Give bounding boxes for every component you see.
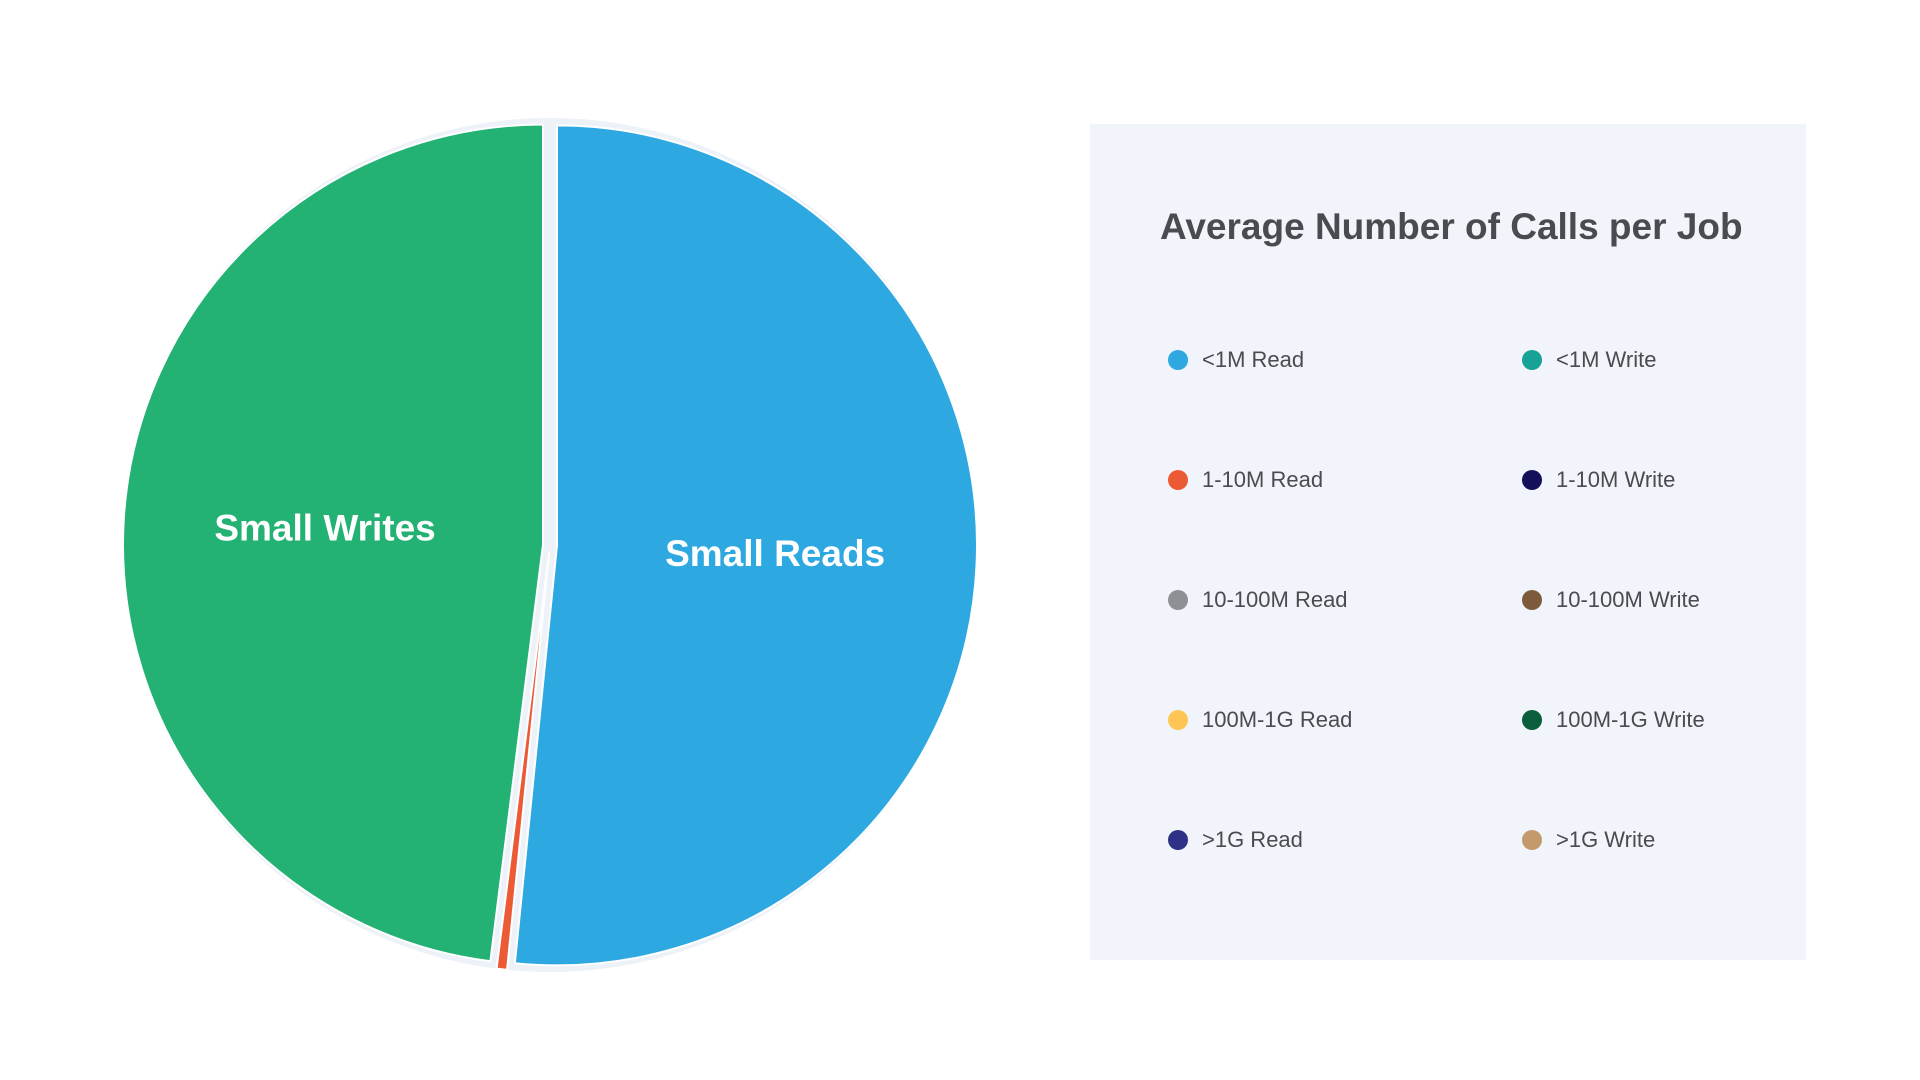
legend-dot-icon bbox=[1522, 710, 1542, 730]
legend-label: 10-100M Read bbox=[1202, 587, 1348, 612]
legend-item-4: 10-100M Read bbox=[1168, 585, 1348, 615]
legend-item-3: 1-10M Write bbox=[1522, 465, 1675, 495]
pie-slice-1 bbox=[495, 550, 551, 971]
pie-slice-5 bbox=[122, 123, 545, 963]
legend-dot-icon bbox=[1168, 710, 1188, 730]
legend-label: 10-100M Write bbox=[1556, 587, 1700, 612]
legend-label: 1-10M Write bbox=[1556, 467, 1676, 492]
legend-dot-icon bbox=[1168, 590, 1188, 610]
legend-item-7: 100M-1G Write bbox=[1522, 705, 1705, 735]
legend-dot-icon bbox=[1522, 590, 1542, 610]
legend-item-9: >1G Write bbox=[1522, 825, 1655, 855]
chart-title: Average Number of Calls per Job bbox=[1160, 206, 1743, 247]
legend-dot-icon bbox=[1168, 470, 1188, 490]
pie-chart-svg: Small Reads Small Writes bbox=[122, 118, 978, 972]
legend-label: >1G Read bbox=[1202, 827, 1303, 852]
legend-item-6: 100M-1G Read bbox=[1168, 705, 1352, 735]
legend-item-2: 1-10M Read bbox=[1168, 465, 1323, 495]
legend-item-8: >1G Read bbox=[1168, 825, 1303, 855]
legend-item-5: 10-100M Write bbox=[1522, 585, 1700, 615]
legend-label: 1-10M Read bbox=[1202, 467, 1324, 492]
legend-item-1: <1M Write bbox=[1522, 345, 1656, 375]
legend-panel: Average Number of Calls per Job <1M Read… bbox=[1090, 124, 1806, 960]
legend-dot-icon bbox=[1522, 830, 1542, 850]
legend-dot-icon bbox=[1522, 470, 1542, 490]
pie-label-0: Small Reads bbox=[665, 533, 885, 574]
legend-label: 100M-1G Write bbox=[1556, 707, 1705, 732]
legend-dot-icon bbox=[1522, 350, 1542, 370]
pie-label-5: Small Writes bbox=[214, 508, 435, 549]
legend-label: <1M Read bbox=[1202, 347, 1305, 372]
legend-dot-icon bbox=[1168, 350, 1188, 370]
pie-slice-0 bbox=[513, 124, 978, 967]
legend-item-0: <1M Read bbox=[1168, 345, 1304, 375]
legend-label: 100M-1G Read bbox=[1202, 707, 1353, 732]
pie-chart: Small Reads Small Writes bbox=[110, 105, 990, 985]
legend-label: <1M Write bbox=[1556, 347, 1657, 372]
legend-dot-icon bbox=[1168, 830, 1188, 850]
legend-label: >1G Write bbox=[1556, 827, 1656, 852]
